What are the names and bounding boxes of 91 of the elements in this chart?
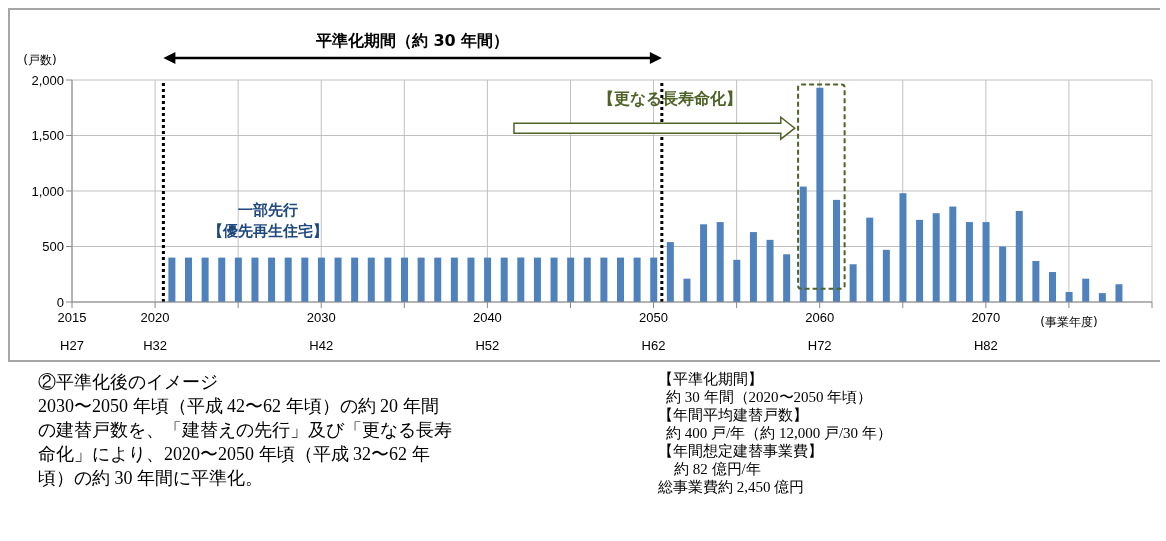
text: H52: [475, 338, 500, 353]
bar: [234, 257, 242, 302]
bar: [1032, 260, 1040, 302]
bar: [268, 257, 276, 302]
bar: [384, 257, 392, 302]
bar: [650, 257, 658, 302]
bar: [899, 193, 907, 302]
bar: [168, 257, 176, 302]
bar: [301, 257, 309, 302]
bar: [550, 257, 558, 302]
bar: [965, 222, 973, 302]
bar: [484, 257, 492, 302]
bar: [799, 186, 807, 302]
x-tick-label: 2020: [140, 310, 170, 325]
bar: [467, 257, 475, 302]
bar: [849, 264, 857, 302]
text: 【年間平均建替戸数】: [658, 406, 809, 424]
annotation: 一部先行【優先再生住宅】: [207, 199, 330, 242]
bar: [783, 254, 791, 302]
x-tick-label: 2015: [57, 310, 87, 325]
bar: [450, 257, 458, 302]
x-tick-label: 2060: [805, 310, 835, 325]
bar: [218, 257, 226, 302]
x-tick-label: 2050: [639, 310, 668, 325]
bar: [982, 222, 990, 302]
text: 約 30 年間（2020〜2050 年頃）: [665, 388, 874, 406]
text: 【平準化期間】: [658, 370, 764, 388]
bar: [600, 257, 608, 302]
y-axis-title: (戸数): [23, 53, 57, 67]
bar: [317, 257, 325, 302]
bar: [185, 257, 192, 302]
bar: [583, 257, 591, 302]
bar: [633, 257, 641, 302]
bar: [666, 242, 674, 302]
bar: [517, 257, 525, 302]
bar: [700, 224, 708, 302]
y-tick-label: 1,500: [31, 128, 64, 144]
bar: [866, 217, 874, 302]
bar: [434, 257, 442, 302]
bar: [733, 259, 741, 302]
bar: [284, 257, 292, 302]
text: 約 400 戸/年（約 12,000 戸/30 年）: [665, 424, 892, 442]
bar: [1115, 284, 1123, 302]
bar: [882, 249, 890, 302]
bar: [949, 206, 957, 302]
bar: [334, 257, 342, 302]
bar: [1065, 292, 1073, 302]
bar: [500, 257, 508, 302]
bar: [1049, 272, 1056, 302]
bar: [201, 257, 209, 302]
text: 約 82 億円/年: [673, 460, 762, 478]
bar: [567, 257, 575, 302]
text: H72: [807, 338, 832, 353]
bar: [1098, 293, 1106, 302]
y-tick-label: 2,000: [31, 72, 64, 88]
y-tick-label: 500: [42, 239, 64, 255]
bar: [932, 213, 940, 302]
x-axis-title: (事業年度): [1040, 315, 1098, 329]
y-tick-label: 0: [56, 294, 64, 310]
bar: [401, 257, 408, 302]
text: 平準化期間（約 30 年間）: [314, 31, 510, 50]
bar: [683, 278, 691, 302]
bar: [533, 257, 541, 302]
bar: [916, 219, 924, 302]
bar: [833, 199, 840, 302]
bar: [716, 222, 724, 302]
text: H62: [641, 338, 666, 353]
bar: [251, 257, 259, 302]
bar: [749, 232, 757, 302]
text: H42: [309, 338, 334, 353]
bar: [1015, 210, 1023, 302]
text: 2030〜2050 年頃（平成 42〜62 年頃）の約 20 年間の建替戸数を、「建替えの先行」及び「更なる長寿命化」により、2020〜2050 年頃（平成 32〜62 年頃）の約 30 年間に平準化。: [38, 395, 453, 490]
bar: [766, 239, 774, 302]
bar: [816, 87, 824, 302]
text: 【年間想定建替事業費】: [658, 442, 824, 460]
bar: [351, 257, 359, 302]
text: H82: [973, 338, 998, 353]
annotation: 【更なる長寿命化】: [598, 89, 743, 109]
bar: [417, 257, 425, 302]
y-tick-label: 1,000: [31, 183, 64, 199]
x-tick-label: 2040: [472, 310, 502, 325]
bar: [1082, 278, 1090, 302]
bar: [617, 257, 624, 302]
x-tick-label: 2030: [306, 310, 336, 325]
x-tick-label: 2070: [971, 310, 1001, 325]
text: H32: [143, 338, 168, 353]
text: ②平準化後のイメージ: [38, 371, 219, 394]
text: H27: [60, 338, 84, 353]
text: 総事業費約 2,450 億円: [658, 478, 806, 496]
bar: [367, 257, 375, 302]
bar: [999, 246, 1007, 302]
